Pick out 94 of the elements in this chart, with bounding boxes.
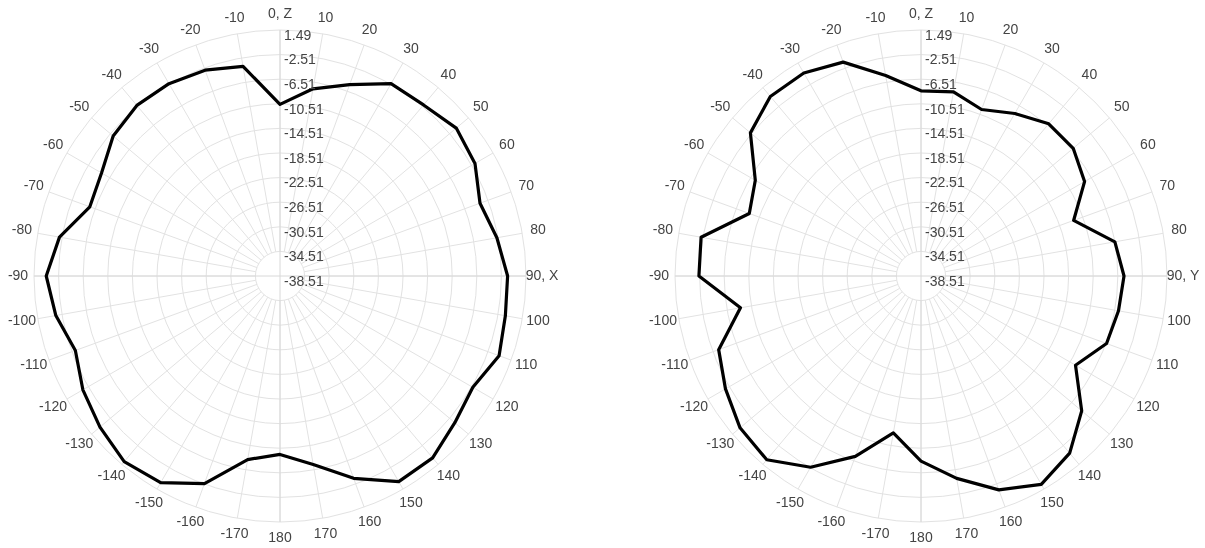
spoke-label: -10 <box>865 8 886 25</box>
y-tick-label: 1.49 <box>925 26 953 43</box>
y-tick-label: 1.49 <box>284 26 312 43</box>
y-tick-label: -14.51 <box>284 125 324 142</box>
y-tick-label: -34.51 <box>284 248 324 265</box>
spoke-label: 150 <box>399 493 423 510</box>
spoke-label: -150 <box>775 493 805 510</box>
spoke-label: -170 <box>220 524 249 541</box>
spoke-label: 60 <box>1140 135 1156 152</box>
spoke-label: 20 <box>1002 20 1019 37</box>
spoke-label: 70 <box>518 177 535 194</box>
spoke-label: 80 <box>1171 221 1188 238</box>
spoke-label: 130 <box>1110 435 1134 452</box>
spoke-label: 120 <box>1136 397 1160 414</box>
spoke-label: 30 <box>1044 39 1060 56</box>
spoke-label: 50 <box>472 98 489 115</box>
spoke-label: 160 <box>998 512 1023 529</box>
spoke-label: 170 <box>954 524 979 541</box>
spoke-label: -90 <box>648 266 670 283</box>
spoke-label: 30 <box>403 39 419 56</box>
spoke-label: -40 <box>742 66 763 82</box>
y-tick-label: -38.51 <box>284 272 324 289</box>
spoke-label: -10 <box>224 8 245 25</box>
y-tick-label: -2.51 <box>284 51 317 68</box>
spoke-label: 120 <box>495 397 519 414</box>
spoke-label: -30 <box>779 39 801 56</box>
y-tick-label: -2.51 <box>925 51 958 68</box>
y-tick-label: -14.51 <box>925 125 965 142</box>
y-tick-label: -10.51 <box>925 100 965 117</box>
spoke-label: -40 <box>101 66 122 82</box>
spoke-label: 40 <box>1081 66 1098 82</box>
spoke-label: 40 <box>440 66 457 82</box>
y-tick-label: -18.51 <box>284 149 324 166</box>
spoke-label: 10 <box>317 8 334 25</box>
y-tick-label: -38.51 <box>925 272 965 289</box>
spoke-label: 20 <box>361 20 378 37</box>
spoke-label: -140 <box>97 467 126 484</box>
spoke-label: 100 <box>1167 312 1191 329</box>
spoke-label: -110 <box>661 356 689 373</box>
spoke-label: 10 <box>958 8 975 25</box>
spoke-label: -90 <box>7 266 29 283</box>
spoke-label: 110 <box>1156 356 1179 373</box>
spoke-label: 80 <box>530 221 547 238</box>
spoke-label: -60 <box>42 135 64 152</box>
y-tick-label: -26.51 <box>284 198 324 215</box>
spoke-label: -80 <box>11 221 33 238</box>
y-tick-label: -22.51 <box>925 174 965 191</box>
spoke-label: -160 <box>176 512 205 529</box>
spoke-label: -140 <box>738 467 767 484</box>
spoke-label: -120 <box>680 397 709 414</box>
spoke-label: -170 <box>861 524 890 541</box>
spoke-label: -160 <box>817 512 846 529</box>
spoke-label: -100 <box>7 312 37 329</box>
spoke-label: -150 <box>134 493 164 510</box>
spoke-label: 70 <box>1159 177 1176 194</box>
spoke-label: -20 <box>821 20 842 37</box>
y-tick-label: -22.51 <box>284 174 324 191</box>
spoke-label: -60 <box>683 135 705 152</box>
spoke-label: 100 <box>526 312 550 329</box>
y-tick-label: -26.51 <box>925 198 965 215</box>
spoke-label: 150 <box>1040 493 1064 510</box>
spoke-label: 170 <box>313 524 338 541</box>
spoke-label: 110 <box>515 356 538 373</box>
spoke-label: 0, Z <box>908 4 934 21</box>
y-tick-label: -6.51 <box>925 75 958 92</box>
spoke-label: -130 <box>65 435 94 452</box>
y-tick-label: -34.51 <box>925 248 965 265</box>
spoke-label: -50 <box>69 98 90 115</box>
spoke-label: 140 <box>1077 467 1102 484</box>
spoke-label: 90, X <box>525 266 559 283</box>
spoke-label: -110 <box>20 356 48 373</box>
spoke-label: 180 <box>268 528 292 545</box>
spoke-label: -30 <box>138 39 160 56</box>
spoke-label: -70 <box>664 177 686 194</box>
spoke-label: -120 <box>39 397 68 414</box>
spoke-label: -130 <box>706 435 735 452</box>
spoke-label: 90, Y <box>1166 266 1200 283</box>
spoke-label: -20 <box>180 20 201 37</box>
y-tick-label: -30.51 <box>284 223 324 240</box>
spoke-label: 160 <box>357 512 382 529</box>
spoke-label: 180 <box>909 528 933 545</box>
y-tick-label: -6.51 <box>284 75 317 92</box>
spoke-label: -50 <box>710 98 731 115</box>
spoke-label: -100 <box>648 312 678 329</box>
spoke-label: 50 <box>1113 98 1130 115</box>
spoke-label: 60 <box>499 135 515 152</box>
spoke-label: 130 <box>469 435 493 452</box>
spoke-label: 0, Z <box>267 4 293 21</box>
spoke-label: 140 <box>436 467 461 484</box>
y-tick-label: -10.51 <box>284 100 324 117</box>
spoke-label: -80 <box>652 221 674 238</box>
y-tick-label: -30.51 <box>925 223 965 240</box>
y-tick-label: -18.51 <box>925 149 965 166</box>
spoke-label: -70 <box>23 177 45 194</box>
